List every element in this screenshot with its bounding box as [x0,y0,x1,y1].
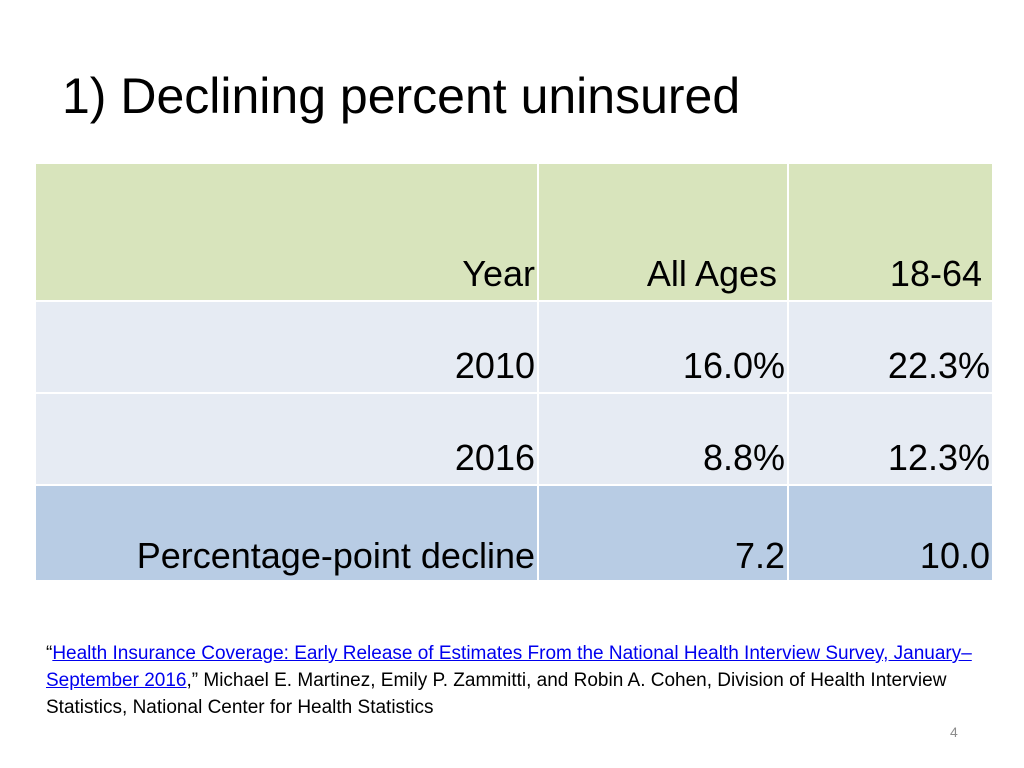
cell-18-64: 12.3% [787,392,994,486]
source-citation: “Health Insurance Coverage: Early Releas… [46,640,976,721]
citation-open-quote: “ [46,643,53,664]
page-number: 4 [950,724,958,740]
header-all-ages: All Ages [537,162,789,302]
cell-all-ages: 8.8% [537,392,789,486]
slide-title: 1) Declining percent uninsured [62,68,741,124]
citation-link[interactable]: Health Insurance Coverage: Early Release… [46,643,972,691]
cell-total-all-ages: 7.2 [537,484,789,582]
table-row: 2010 16.0% 22.3% [34,300,994,394]
cell-year: 2016 [34,392,539,486]
table-row: 2016 8.8% 12.3% [34,392,994,486]
header-year: Year [34,162,539,302]
cell-year: 2010 [34,300,539,394]
table-header-row: Year All Ages 18-64 [34,162,994,302]
uninsured-table: Year All Ages 18-64 2010 16.0% 22.3% 201… [34,162,994,582]
citation-authors: ,” Michael E. Martinez, Emily P. Zammitt… [46,670,947,718]
cell-total-label: Percentage-point decline [34,484,539,582]
header-18-64: 18-64 [787,162,994,302]
table-total-row: Percentage-point decline 7.2 10.0 [34,484,994,582]
cell-18-64: 22.3% [787,300,994,394]
cell-all-ages: 16.0% [537,300,789,394]
cell-total-18-64: 10.0 [787,484,994,582]
